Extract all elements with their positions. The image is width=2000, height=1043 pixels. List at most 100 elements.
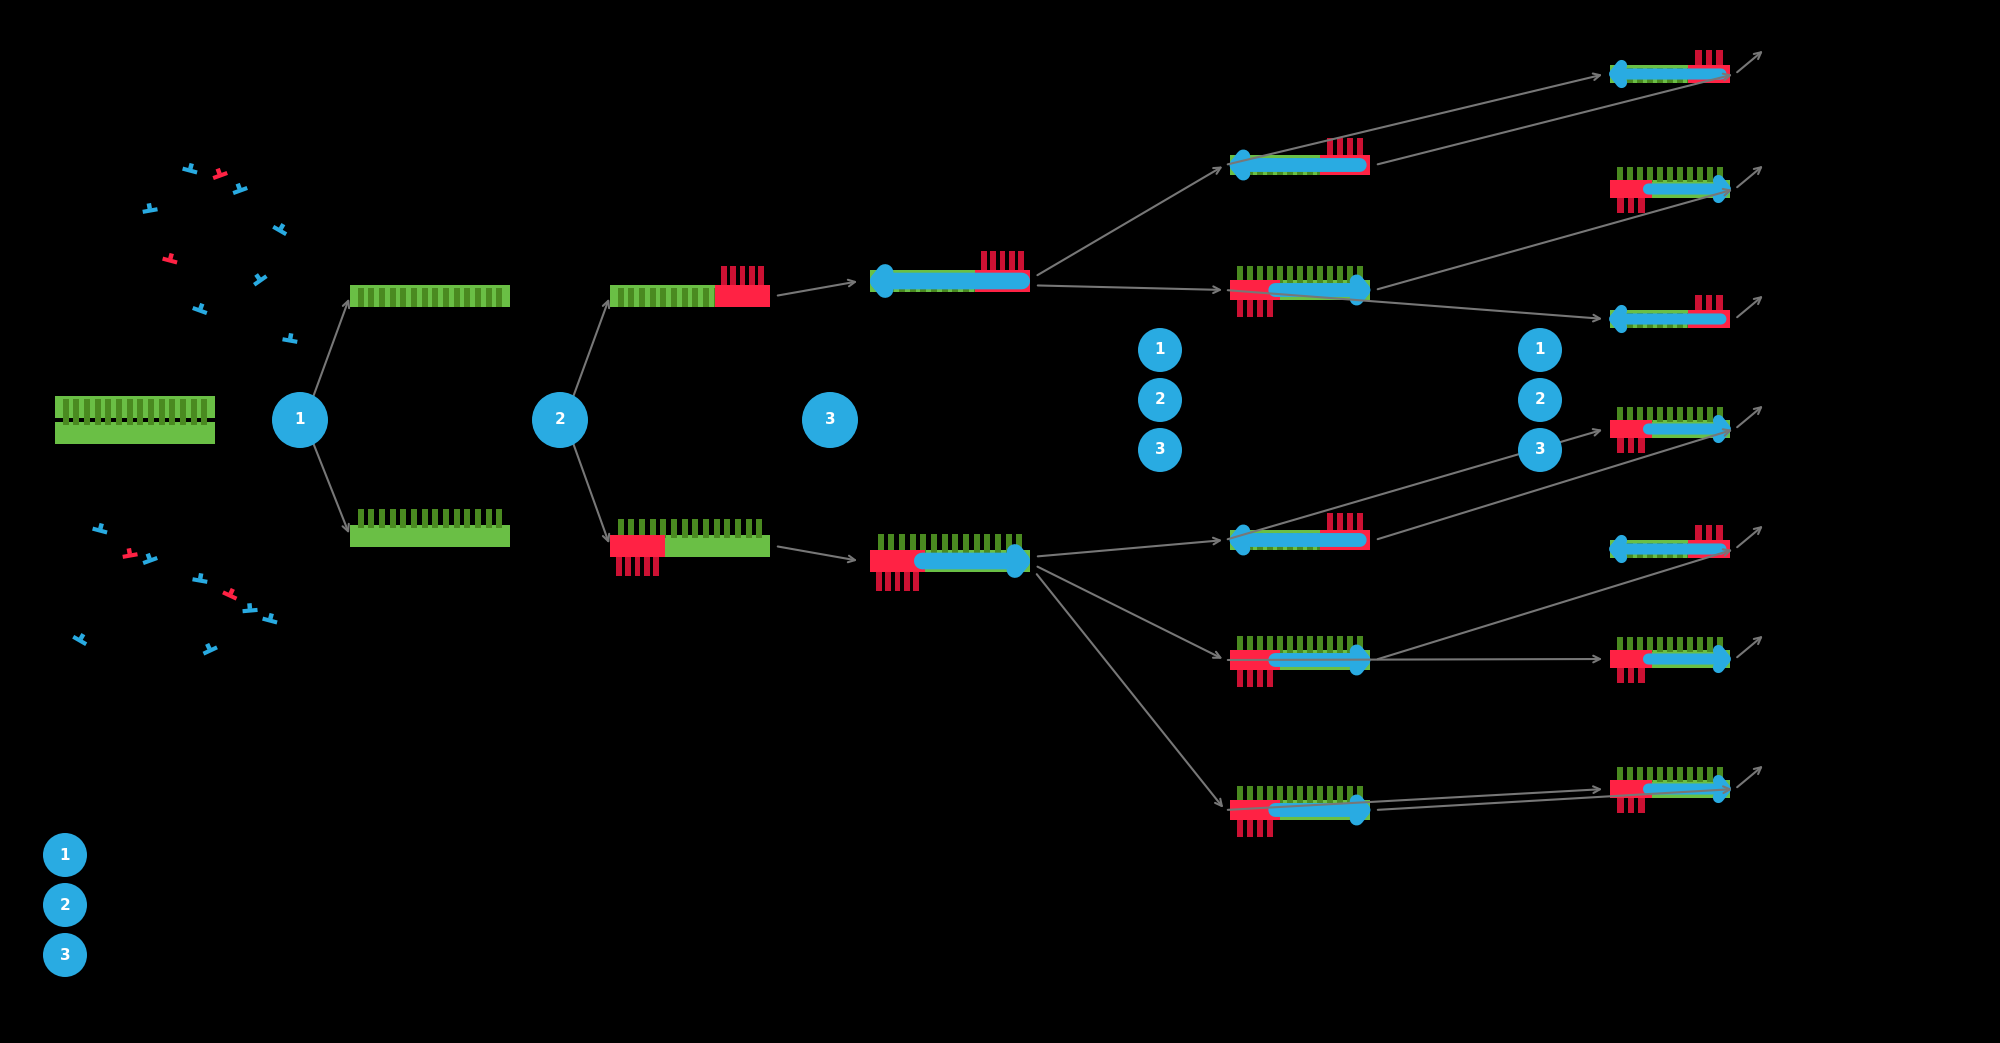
Bar [736, 288, 740, 307]
Bar [1648, 407, 1652, 422]
Bar [202, 406, 208, 425]
Bar [974, 273, 980, 292]
Text: 2: 2 [1534, 392, 1546, 408]
Bar [714, 288, 720, 307]
Bar [900, 534, 904, 553]
Bar [964, 534, 968, 553]
Bar [716, 285, 770, 307]
Bar [368, 509, 374, 528]
Bar [1288, 266, 1292, 283]
Bar [626, 557, 632, 576]
Text: 1: 1 [294, 412, 306, 428]
Bar [1718, 167, 1722, 183]
Bar [1288, 533, 1292, 550]
Bar [964, 273, 968, 292]
Bar [1336, 138, 1344, 155]
Bar [650, 519, 656, 538]
Bar [1708, 637, 1712, 652]
Bar [1278, 266, 1282, 283]
Bar [1266, 820, 1274, 836]
Bar [1658, 167, 1662, 183]
Bar [870, 550, 924, 572]
Polygon shape [268, 613, 274, 620]
Bar [1000, 251, 1006, 270]
Bar [1718, 542, 1722, 558]
Bar [1668, 637, 1672, 652]
Bar [1638, 198, 1644, 214]
Bar [1320, 155, 1370, 175]
Bar [74, 399, 80, 418]
Bar [650, 288, 656, 307]
Bar [1706, 50, 1712, 65]
Bar [1696, 295, 1702, 310]
Bar [1230, 650, 1370, 670]
Bar [1668, 313, 1672, 328]
Bar [444, 509, 448, 528]
Bar [644, 557, 650, 576]
Circle shape [1518, 378, 1562, 422]
Bar [1610, 650, 1652, 668]
Bar [400, 288, 406, 307]
Bar [878, 273, 884, 292]
Bar [1718, 767, 1722, 782]
Bar [942, 273, 948, 292]
Bar [1658, 313, 1662, 328]
Bar [1628, 542, 1632, 558]
Bar [1288, 635, 1292, 653]
Circle shape [532, 392, 588, 448]
Bar [1318, 785, 1322, 802]
Bar [1638, 767, 1642, 782]
Bar [1268, 266, 1272, 283]
Bar [1338, 785, 1342, 802]
Bar [942, 534, 948, 553]
Polygon shape [236, 183, 242, 190]
Bar [62, 399, 68, 418]
Bar [486, 509, 492, 528]
Bar [1618, 68, 1622, 83]
Bar [1688, 310, 1730, 328]
Bar [126, 406, 132, 425]
Bar [984, 534, 990, 553]
Polygon shape [192, 306, 208, 315]
Text: 3: 3 [824, 412, 836, 428]
Polygon shape [198, 573, 204, 579]
Bar [682, 288, 688, 307]
Bar [1278, 635, 1282, 653]
Bar [1248, 635, 1252, 653]
Bar [1016, 273, 1022, 292]
Bar [1298, 157, 1302, 175]
Circle shape [1518, 428, 1562, 472]
Bar [116, 406, 122, 425]
Bar [1358, 266, 1362, 283]
Bar [1238, 266, 1242, 283]
Bar [1678, 167, 1682, 183]
Bar [1688, 65, 1730, 83]
Bar [358, 509, 364, 528]
Bar [628, 519, 634, 538]
Bar [412, 509, 416, 528]
Bar [996, 273, 1000, 292]
Bar [1628, 668, 1634, 683]
Bar [1318, 266, 1322, 283]
Bar [984, 273, 990, 292]
Bar [1326, 138, 1334, 155]
Bar [1236, 670, 1244, 687]
Polygon shape [228, 588, 234, 595]
Bar [730, 266, 736, 285]
Bar [1230, 800, 1280, 820]
Bar [1708, 767, 1712, 782]
Bar [1628, 167, 1632, 183]
Bar [672, 288, 676, 307]
Bar [1238, 533, 1242, 550]
Bar [672, 519, 676, 538]
Bar [634, 557, 640, 576]
Bar [1298, 266, 1302, 283]
Bar [1336, 513, 1344, 530]
Polygon shape [98, 523, 104, 530]
Bar [1610, 180, 1730, 198]
Bar [1268, 785, 1272, 802]
Bar [1618, 407, 1622, 422]
Bar [724, 519, 730, 538]
Bar [1638, 637, 1642, 652]
Bar [1338, 635, 1342, 653]
